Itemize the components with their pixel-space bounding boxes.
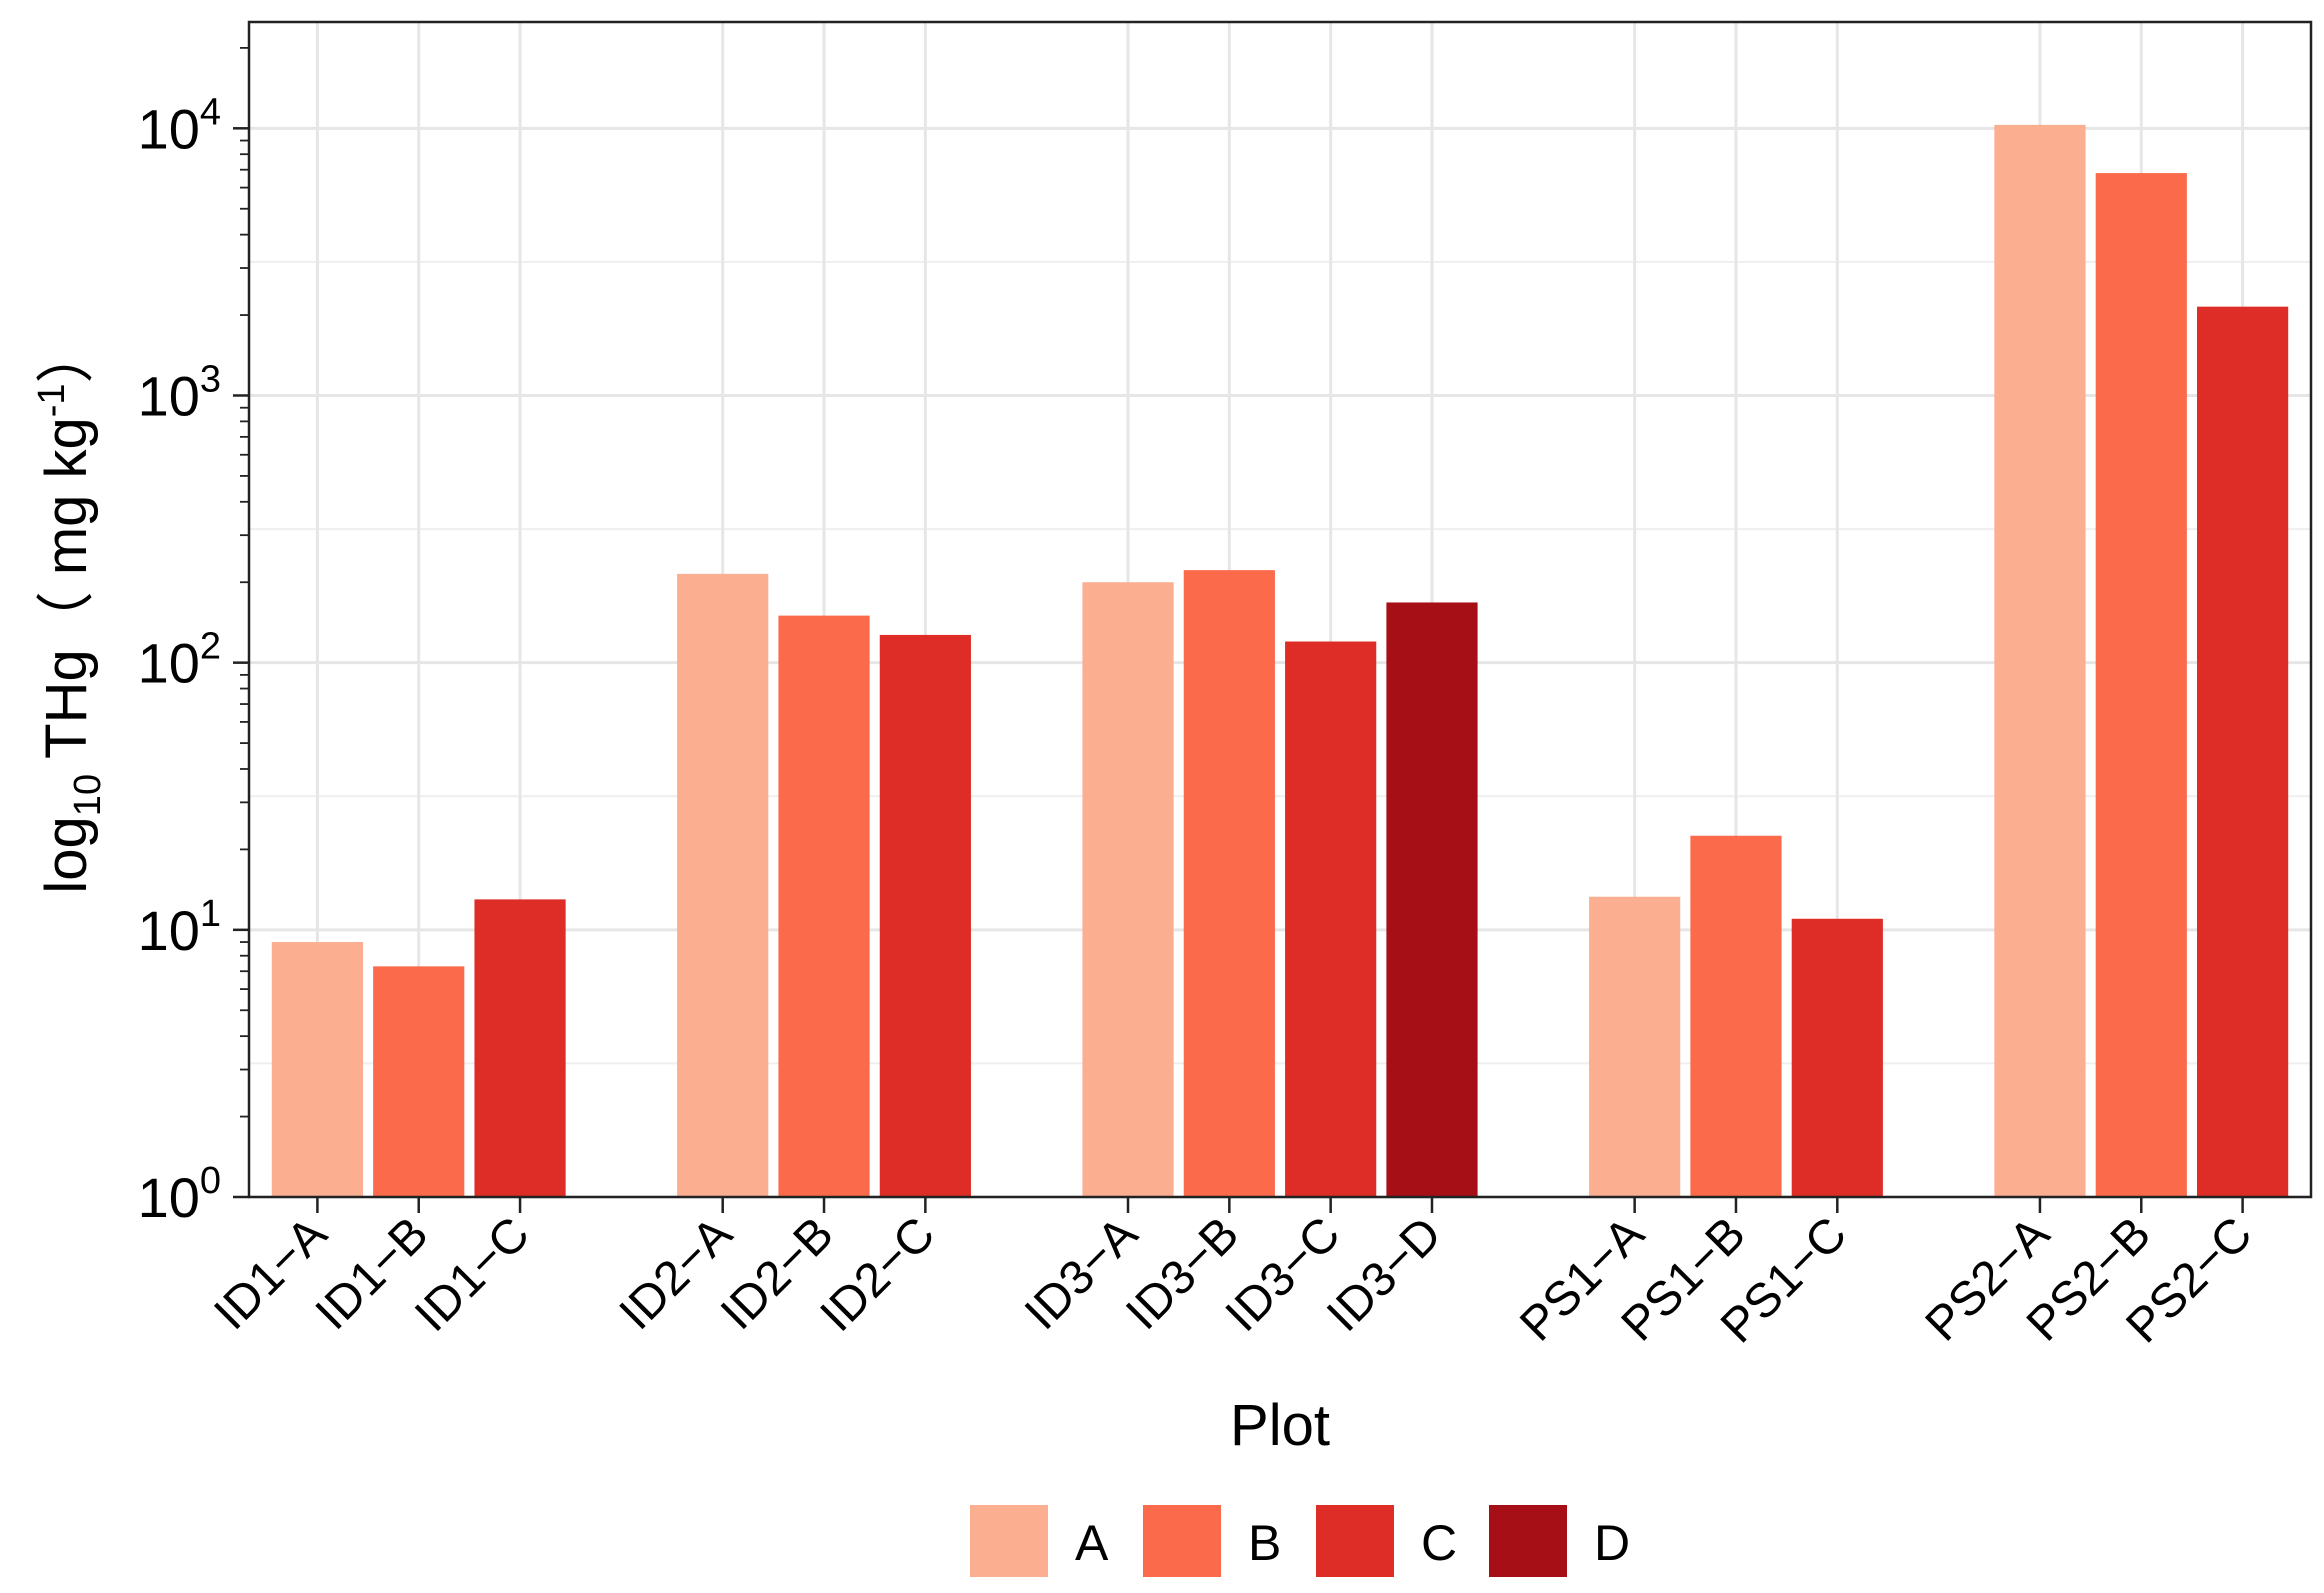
bar-PS2−A: [1994, 124, 2086, 1198]
y-tick-exponent: 3: [200, 358, 221, 400]
legend-label-B: B: [1248, 1515, 1281, 1571]
bar-ID2−C: [879, 634, 971, 1197]
y-axis-title-prefix: log: [34, 816, 99, 893]
legend-swatch-B: [1143, 1505, 1221, 1577]
bar-PS2−C: [2197, 306, 2289, 1197]
y-tick-base: 10: [138, 97, 200, 160]
y-axis-title-main: THg（ mg kg: [34, 417, 99, 774]
y-axis-title-superscript: -1: [31, 383, 73, 417]
bar-ID1−B: [373, 966, 465, 1197]
y-axis-title: log10 THg（ mg kg-1）: [31, 325, 109, 893]
legend-swatch-A: [970, 1505, 1048, 1577]
bar-ID1−C: [474, 899, 566, 1197]
y-tick-label: 100: [138, 1160, 221, 1229]
y-tick-label: 102: [138, 626, 221, 695]
y-tick-label: 103: [138, 358, 221, 427]
legend-swatch-D: [1489, 1505, 1567, 1577]
plot-frame: [247, 20, 2313, 1199]
bar-PS2−B: [2095, 173, 2187, 1197]
y-tick-base: 10: [138, 1166, 200, 1229]
bar-ID1−A: [271, 942, 363, 1197]
y-tick-label: 104: [138, 91, 221, 160]
y-tick-exponent: 1: [200, 893, 221, 935]
bar-PS1−B: [1690, 835, 1782, 1197]
y-tick-base: 10: [138, 364, 200, 427]
bar-PS1−A: [1589, 896, 1681, 1197]
legend-swatch-C: [1316, 1505, 1394, 1577]
legend-label-D: D: [1594, 1515, 1630, 1571]
y-tick-exponent: 0: [200, 1160, 221, 1202]
bar-ID2−B: [778, 615, 870, 1197]
bar-ID3−C: [1285, 641, 1377, 1197]
y-axis-title-subscript: 10: [67, 774, 109, 816]
y-axis-title-close: ）: [34, 325, 99, 383]
y-tick-base: 10: [138, 899, 200, 962]
bars: [271, 124, 2289, 1198]
legend-label-C: C: [1421, 1515, 1457, 1571]
bar-PS1−C: [1791, 918, 1883, 1197]
bar-ID3−B: [1183, 570, 1275, 1197]
legend: A B C D: [970, 1505, 1630, 1577]
x-axis-title: Plot: [1230, 1393, 1330, 1458]
y-tick-label: 101: [138, 893, 221, 962]
bar-ID2−A: [677, 573, 769, 1197]
y-tick-base: 10: [138, 632, 200, 695]
y-tick-exponent: 2: [200, 626, 221, 668]
bar-ID3−A: [1082, 582, 1174, 1197]
y-tick-exponent: 4: [200, 91, 221, 133]
bar-ID3−D: [1386, 602, 1478, 1197]
legend-label-A: A: [1075, 1515, 1109, 1571]
